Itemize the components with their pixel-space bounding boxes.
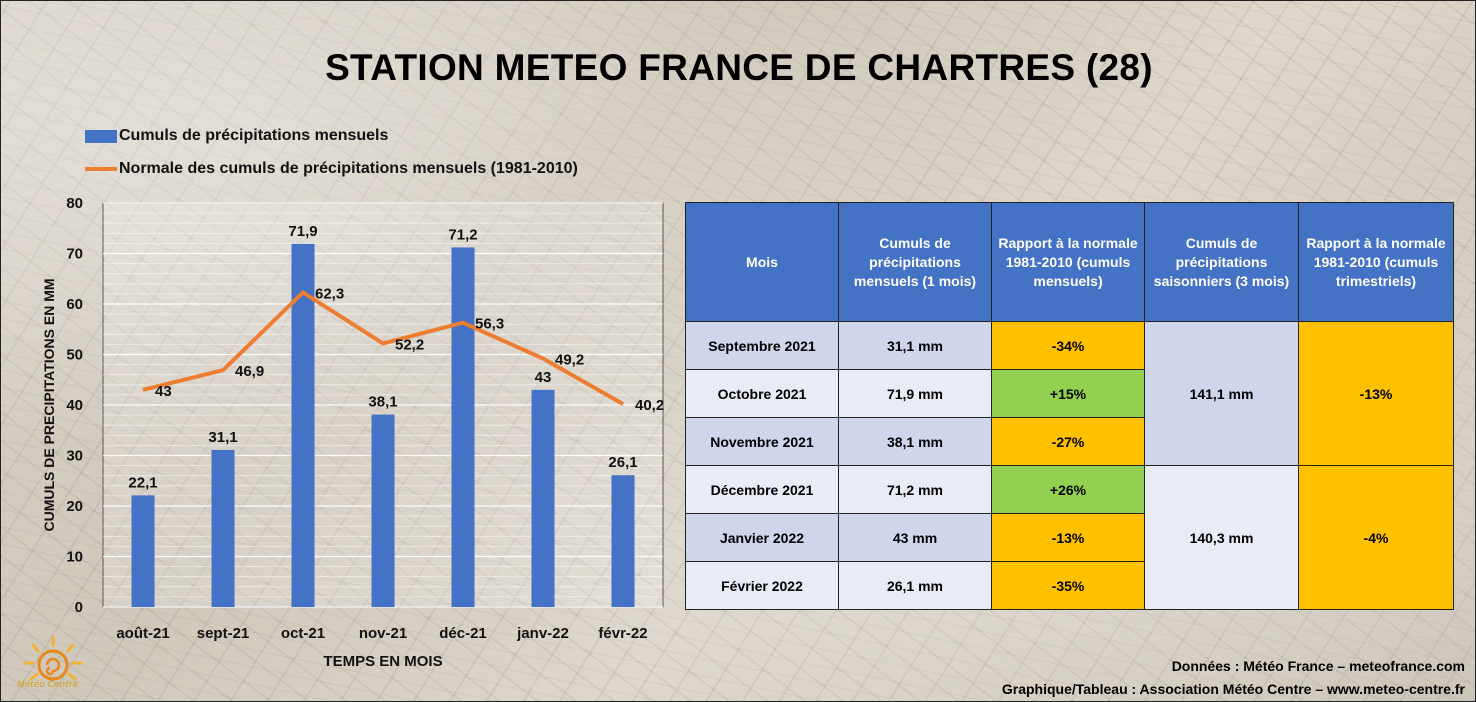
x-tick-label: déc-21 (439, 625, 487, 642)
precipitation-chart: 0 10 20 30 40 50 60 70 80 22,1 31,1 71,9 38,1 71,2 43… (41, 195, 664, 670)
bar (291, 243, 315, 607)
cell-monthly-total: 71,2 mm (838, 465, 992, 514)
header-monthly-ratio: Rapport à la normale 1981-2010 (cumuls m… (991, 202, 1145, 322)
x-tick-label: nov-21 (359, 625, 407, 642)
x-axis-label: TEMPS EN MOIS (323, 653, 442, 670)
precipitation-table-wrapper: Mois Cumuls de précipitations mensuels (… (685, 202, 1454, 610)
y-tick-label: 0 (75, 599, 83, 616)
bar-data-label: 71,2 (448, 226, 477, 243)
cell-month: Septembre 2021 (685, 321, 839, 370)
table-header-row: Mois Cumuls de précipitations mensuels (… (685, 202, 1454, 322)
x-tick-label: févr-22 (598, 625, 647, 642)
legend-bars-label: Cumuls de précipitations mensuels (119, 127, 389, 144)
header-month: Mois (685, 202, 839, 322)
line-data-label: 49,2 (555, 352, 584, 369)
line-data-label: 46,9 (235, 363, 264, 380)
line-data-label: 56,3 (475, 316, 504, 333)
cell-seasonal-ratio: -13% (1298, 321, 1454, 466)
legend-item-bars: Cumuls de précipitations mensuels (85, 127, 388, 145)
cell-monthly-ratio: +26% (991, 465, 1145, 514)
x-tick-label: sept-21 (197, 625, 250, 642)
cell-monthly-ratio: -13% (991, 513, 1145, 562)
bar (531, 389, 555, 607)
header-monthly-total: Cumuls de précipitations mensuels (1 moi… (838, 202, 992, 322)
cell-monthly-total: 38,1 mm (838, 417, 992, 466)
bar-data-label: 31,1 (208, 429, 237, 446)
line-data-label: 62,3 (315, 285, 344, 302)
table-row: Décembre 2021 71,2 mm +26% 140,3 mm -4% (685, 465, 1454, 610)
bar (131, 495, 155, 607)
y-tick-label: 10 (66, 549, 83, 566)
line-data-label: 40,2 (635, 397, 664, 414)
bar-series: 22,1 31,1 71,9 38,1 71,2 43 26,1 (128, 223, 638, 607)
y-tick-label: 80 (66, 195, 83, 212)
y-tick-label: 30 (66, 448, 83, 465)
cell-monthly-total: 26,1 mm (838, 561, 992, 610)
sun-logo-icon (23, 635, 83, 681)
cell-month: Janvier 2022 (685, 513, 839, 562)
table-row: Novembre 2021 38,1 mm -27% (685, 417, 1454, 466)
bar-data-label: 22,1 (128, 474, 157, 491)
table-row: Janvier 2022 43 mm -13% (685, 513, 1454, 562)
cell-monthly-ratio: -27% (991, 417, 1145, 466)
bar (611, 475, 635, 607)
page-title: STATION METEO FRANCE DE CHARTRES (28) (325, 47, 1153, 88)
line-data-label: 43 (155, 383, 172, 400)
y-axis-label: CUMULS DE PRECIPITATIONS EN MM (41, 278, 57, 531)
bar (211, 449, 235, 607)
legend-line-label: Normale des cumuls de précipitations men… (119, 160, 578, 177)
y-tick-label: 50 (66, 347, 83, 364)
table-row: Février 2022 26,1 mm -35% (685, 561, 1454, 610)
cell-month: Février 2022 (685, 561, 839, 610)
header-seasonal-total: Cumuls de précipitations saisonniers (3 … (1144, 202, 1299, 322)
legend-item-line: Normale des cumuls de précipitations men… (85, 160, 578, 178)
bar (371, 414, 395, 607)
cell-month: Décembre 2021 (685, 465, 839, 514)
x-tick-label: oct-21 (281, 625, 325, 642)
bar-data-label: 26,1 (608, 454, 637, 471)
cell-seasonal-total: 141,1 mm (1144, 321, 1299, 466)
logo-text: Météo Centre (17, 680, 79, 690)
precipitation-table: Mois Cumuls de précipitations mensuels (… (685, 202, 1454, 610)
bar-data-label: 71,9 (288, 223, 317, 240)
credits: Données : Météo France – meteofrance.com… (1002, 655, 1465, 701)
grid-lines (103, 202, 663, 608)
y-tick-label: 40 (66, 397, 83, 414)
line-data-label: 52,2 (395, 336, 424, 353)
y-tick-label: 60 (66, 296, 83, 313)
x-tick-label: janv-22 (516, 625, 569, 642)
bar-data-label: 43 (535, 369, 552, 386)
y-tick-label: 70 (66, 246, 83, 263)
cell-seasonal-ratio: -4% (1298, 465, 1454, 610)
y-tick-label: 20 (66, 498, 83, 515)
bar (451, 247, 475, 607)
x-tick-label: août-21 (116, 625, 169, 642)
table-row: Septembre 2021 31,1 mm -34% 141,1 mm -13… (685, 321, 1454, 466)
legend-line-swatch (85, 167, 117, 171)
cell-month: Octobre 2021 (685, 369, 839, 418)
bar-data-label: 38,1 (368, 394, 397, 411)
cell-monthly-ratio: +15% (991, 369, 1145, 418)
header-seasonal-ratio: Rapport à la normale 1981-2010 (cumuls t… (1298, 202, 1454, 322)
cell-month: Novembre 2021 (685, 417, 839, 466)
credit-data-source: Données : Météo France – meteofrance.com (1171, 658, 1465, 674)
cell-seasonal-total: 140,3 mm (1144, 465, 1299, 610)
cell-monthly-total: 71,9 mm (838, 369, 992, 418)
cell-monthly-total: 31,1 mm (838, 321, 992, 370)
y-axis-ticks: 0 10 20 30 40 50 60 70 80 (66, 195, 83, 616)
legend-bar-swatch (85, 129, 117, 143)
x-axis-ticks: août-21 sept-21 oct-21 nov-21 déc-21 janv-22 f… (116, 625, 647, 642)
credit-author: Graphique/Tableau : Association Météo Ce… (1001, 681, 1465, 697)
cell-monthly-ratio: -34% (991, 321, 1145, 370)
cell-monthly-ratio: -35% (991, 561, 1145, 610)
line-series: 43 46,9 62,3 52,2 56,3 49,2 40,2 (142, 285, 664, 414)
cell-monthly-total: 43 mm (838, 513, 992, 562)
